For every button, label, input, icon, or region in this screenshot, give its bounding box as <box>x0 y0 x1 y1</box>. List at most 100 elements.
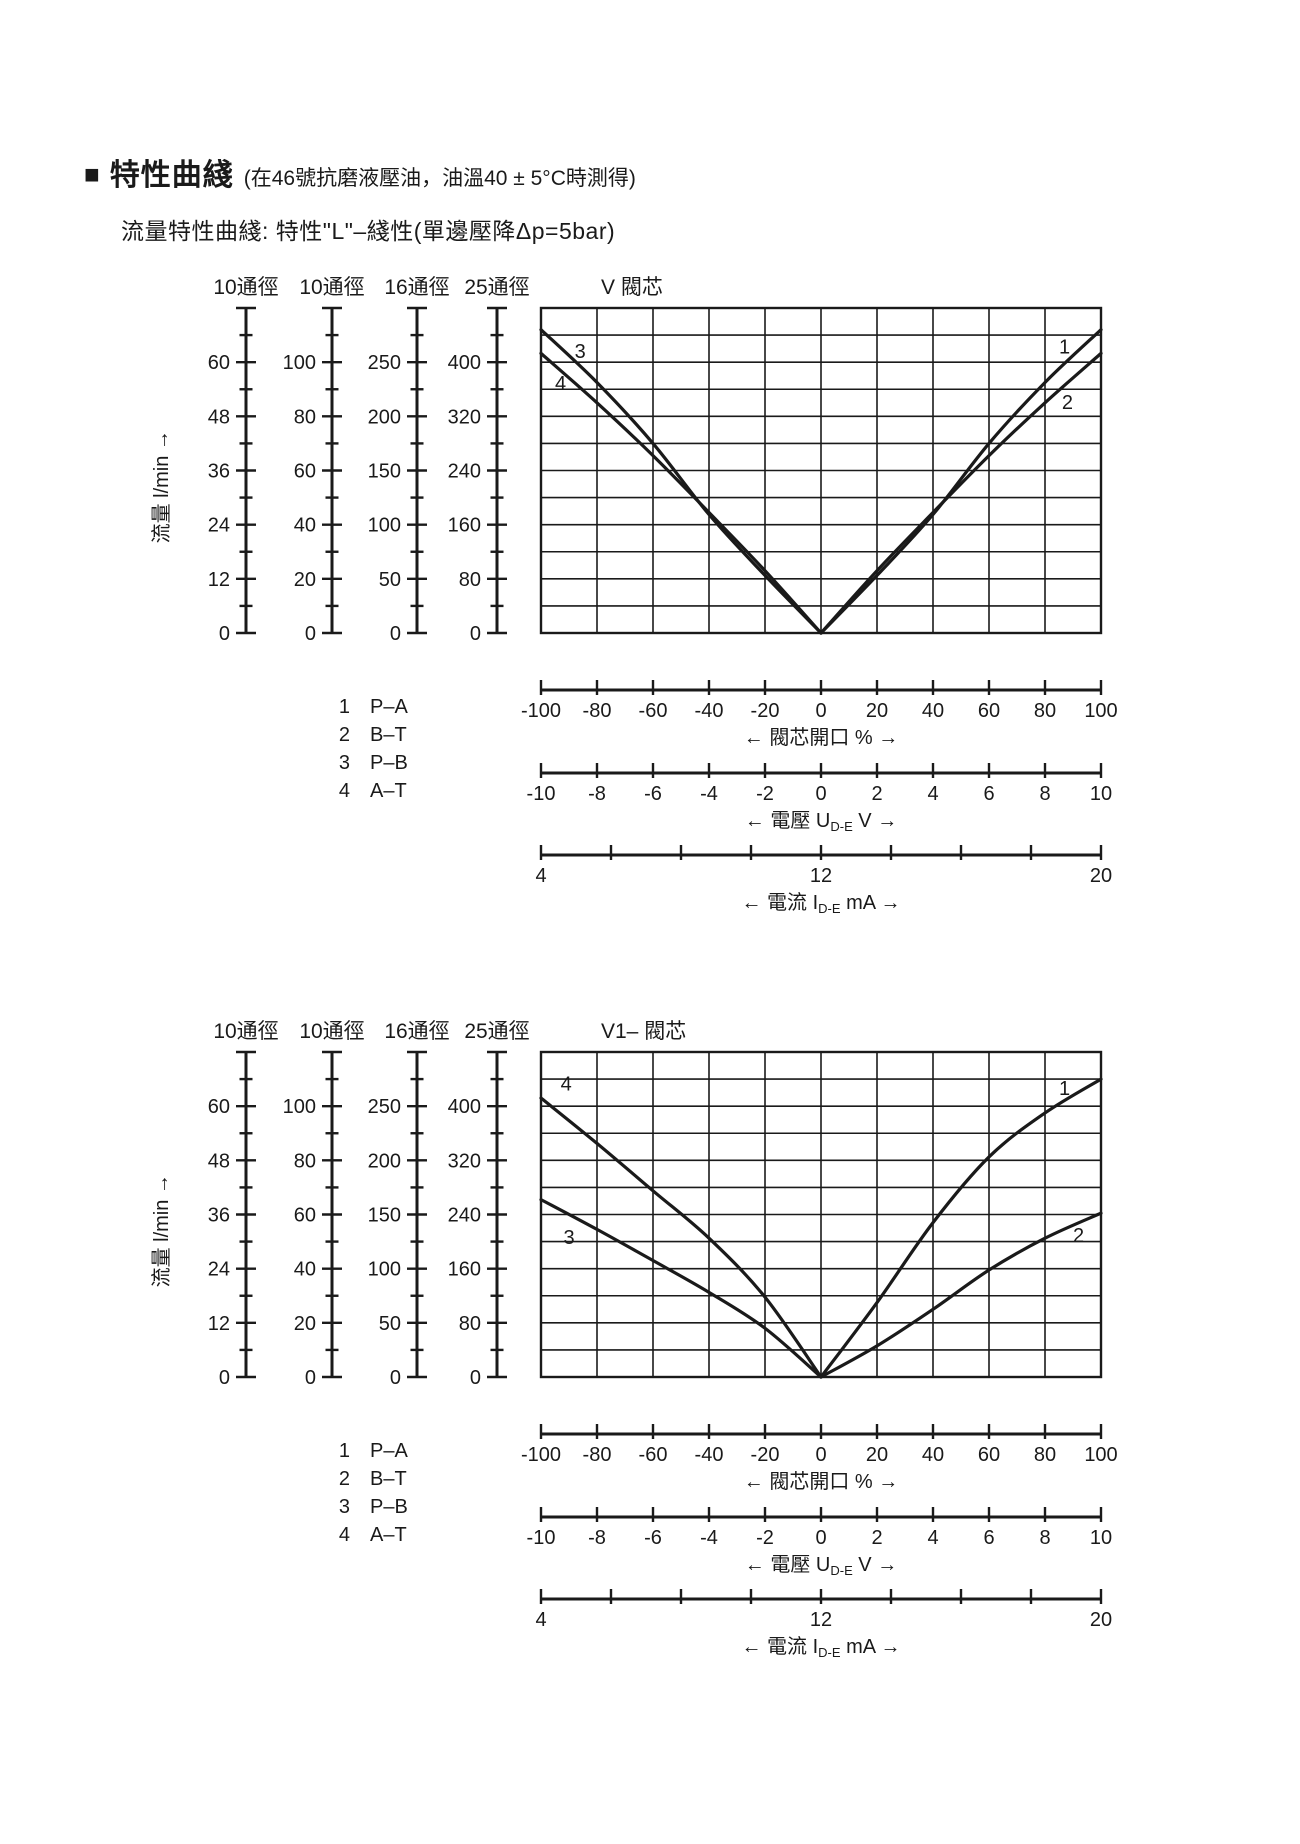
flow-scale-0: 10通徑 0 12 24 36 48 60 <box>208 1020 279 1389</box>
scale-size-header: 10通徑 <box>213 276 278 299</box>
axis-tick-label: 12 <box>810 1609 832 1631</box>
legend: 1 P–A 2 B–T 3 P–B 4 A–T <box>339 696 409 802</box>
scale-size-header: 16通徑 <box>384 276 449 299</box>
flow-scale-1: 10通徑 0 20 40 60 80 100 <box>283 1020 365 1389</box>
axis-tick-label: 4 <box>927 1527 938 1549</box>
legend: 1 P–A 2 B–T 3 P–B 4 A–T <box>339 1440 409 1546</box>
axis-tick-label: 100 <box>1084 700 1117 722</box>
chart-title: V 閥芯 <box>601 276 663 299</box>
axis-tick-label: -60 <box>639 700 668 722</box>
scale-tick-label: 24 <box>208 515 230 537</box>
scale-tick-label: 60 <box>294 1205 316 1227</box>
axis-caption: ← 閥芯開口 % → <box>744 1470 898 1493</box>
axis-tick-label: 20 <box>866 1444 888 1466</box>
axis-tick-label: 60 <box>978 1444 1000 1466</box>
curve-label-1: 1 <box>1059 1078 1070 1100</box>
axis-tick-label: 60 <box>978 700 1000 722</box>
axis-tick-label: 2 <box>871 1527 882 1549</box>
curve-label-2: 2 <box>1062 392 1073 414</box>
scale-size-header: 10通徑 <box>299 1020 364 1043</box>
section-title-row: ■ 特性曲綫 (在46號抗磨液壓油，油溫40 ± 5°C時測得) <box>84 150 636 194</box>
axis-tick-label: -100 <box>521 700 561 722</box>
scale-tick-label: 200 <box>368 406 401 428</box>
axis-tick-label: 0 <box>815 783 826 805</box>
x-axis-spool-opening: -100 -80 -60 -40 -20 0 20 40 60 80 100 ← 閥芯開口 % → <box>521 1424 1118 1493</box>
axis-tick-label: -2 <box>756 1527 774 1549</box>
scale-size-header: 10通徑 <box>299 276 364 299</box>
scale-tick-label: 240 <box>448 461 481 483</box>
scale-tick-label: 80 <box>294 406 316 428</box>
x-axis-spool-opening: -100 -80 -60 -40 -20 0 20 40 60 80 100 ← 閥芯開口 % → <box>521 680 1118 749</box>
axis-tick-label: 4 <box>535 865 546 887</box>
curve-label-4: 4 <box>561 1074 572 1096</box>
x-axis-current: 4 12 20 ← 電流 ID-E mA → <box>535 1589 1112 1660</box>
curve-label-3: 3 <box>563 1227 574 1249</box>
scale-tick-label: 0 <box>470 1367 481 1389</box>
axis-tick-label: 20 <box>866 700 888 722</box>
axis-tick-label: -60 <box>639 1444 668 1466</box>
legend-num-3: 3 <box>339 752 350 774</box>
scale-tick-label: 200 <box>368 1150 401 1172</box>
curve-label-4: 4 <box>555 373 566 395</box>
scale-tick-label: 0 <box>305 1367 316 1389</box>
scale-tick-label: 160 <box>448 515 481 537</box>
chart-v-spool: 10通徑0122436486010通徑02040608010016通徑05010… <box>150 276 1118 916</box>
scale-tick-label: 0 <box>219 1367 230 1389</box>
legend-label-4: A–T <box>370 780 407 802</box>
curve-4 <box>539 1096 823 1379</box>
scale-tick-label: 12 <box>208 569 230 591</box>
scale-size-header: 25通徑 <box>464 1020 529 1043</box>
scale-tick-label: 320 <box>448 1150 481 1172</box>
legend-label-2: B–T <box>370 724 407 746</box>
axis-tick-label: -80 <box>583 1444 612 1466</box>
axis-tick-label: 6 <box>983 783 994 805</box>
axis-tick-label: 10 <box>1090 1527 1112 1549</box>
curve-label-3: 3 <box>575 341 586 363</box>
scale-tick-label: 100 <box>283 1096 316 1118</box>
scale-tick-label: 150 <box>368 461 401 483</box>
flow-scale-3: 25通徑 0 80 160 240 320 400 <box>448 276 530 645</box>
scale-tick-label: 100 <box>283 352 316 374</box>
scale-tick-label: 80 <box>294 1150 316 1172</box>
flow-scale-0: 10通徑 0 12 24 36 48 60 <box>208 276 279 645</box>
legend-num-2: 2 <box>339 1468 350 1490</box>
scale-tick-label: 36 <box>208 461 230 483</box>
scale-tick-label: 36 <box>208 1205 230 1227</box>
scale-tick-label: 60 <box>294 461 316 483</box>
scale-tick-label: 250 <box>368 352 401 374</box>
scale-tick-label: 50 <box>379 569 401 591</box>
scale-tick-label: 0 <box>305 623 316 645</box>
section-title-note: (在46號抗磨液壓油，油溫40 ± 5°C時測得) <box>243 167 636 190</box>
scale-tick-label: 0 <box>470 623 481 645</box>
scale-size-header: 25通徑 <box>464 276 529 299</box>
legend-num-3: 3 <box>339 1496 350 1518</box>
legend-num-4: 4 <box>339 780 350 802</box>
curve-3 <box>539 328 823 635</box>
curve-2 <box>819 1211 1103 1379</box>
x-axis-voltage: -10 -8 -6 -4 -2 0 2 4 6 8 10 ← 電壓 UD-E V → <box>527 763 1112 834</box>
legend-label-1: P–A <box>370 696 408 718</box>
plot-grid <box>539 1050 1103 1379</box>
axis-tick-label: -40 <box>695 1444 724 1466</box>
curve-3 <box>539 1198 823 1379</box>
curve-label-2: 2 <box>1073 1225 1084 1247</box>
legend-label-1: P–A <box>370 1440 408 1462</box>
axis-tick-label: 80 <box>1034 1444 1056 1466</box>
plot-grid <box>539 306 1103 635</box>
flow-axis-label: 流量 l/min → <box>150 430 173 543</box>
scale-tick-label: 12 <box>208 1313 230 1335</box>
scale-tick-label: 50 <box>379 1313 401 1335</box>
section-title: 特性曲綫 <box>109 159 234 192</box>
flow-scale-1: 10通徑 0 20 40 60 80 100 <box>283 276 365 645</box>
legend-num-2: 2 <box>339 724 350 746</box>
axis-tick-label: 4 <box>535 1609 546 1631</box>
axis-tick-label: 0 <box>815 1444 826 1466</box>
scale-tick-label: 20 <box>294 569 316 591</box>
x-axis-current: 4 12 20 ← 電流 ID-E mA → <box>535 845 1112 916</box>
scale-tick-label: 60 <box>208 1096 230 1118</box>
scale-size-header: 10通徑 <box>213 1020 278 1043</box>
scale-tick-label: 0 <box>390 1367 401 1389</box>
scale-tick-label: 160 <box>448 1259 481 1281</box>
axis-caption: ← 電流 ID-E mA → <box>741 1635 900 1660</box>
axis-tick-label: 40 <box>922 700 944 722</box>
